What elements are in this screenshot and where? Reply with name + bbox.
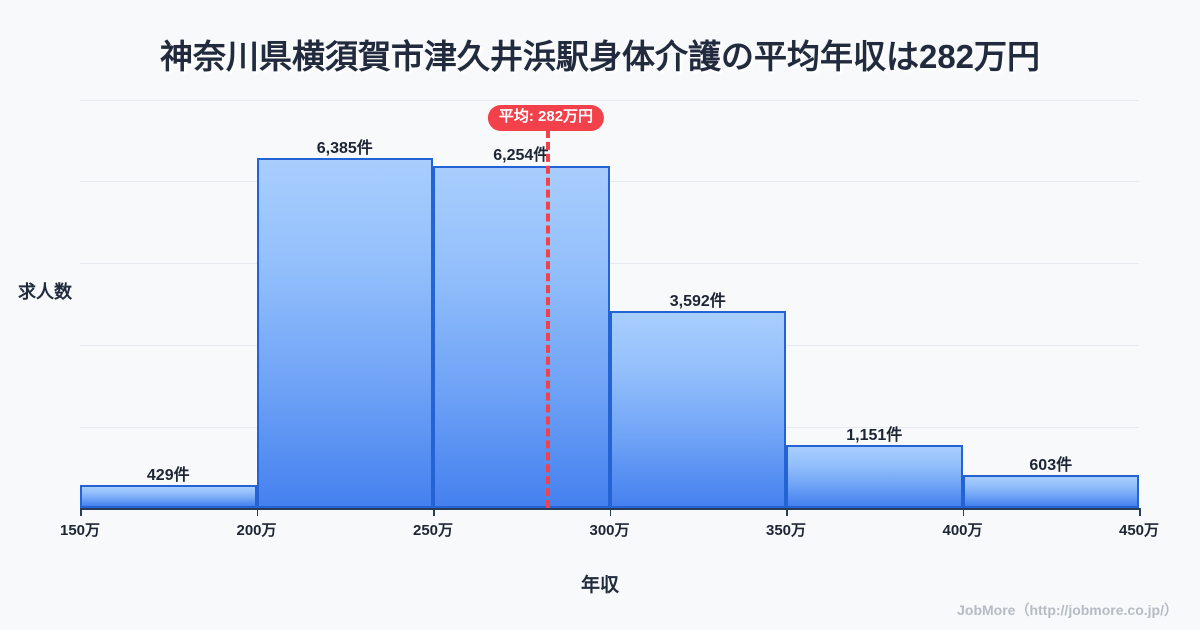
x-axis-tick-label: 300万 [589,522,630,539]
x-axis-tick [609,508,611,516]
watermark: JobMore（http://jobmore.co.jp/） [957,602,1178,618]
x-axis-tick-label: 200万 [236,522,277,539]
x-axis-tick [433,508,435,516]
bar[interactable] [256,158,433,508]
average-marker-badge: 平均: 282万円 [487,105,605,131]
x-axis-tick-label: 250万 [412,522,454,539]
x-axis-tick-label: 350万 [765,522,807,539]
bar-value-label: 3,592件 [669,293,726,311]
gridline [80,100,1139,101]
bar-value-label: 429件 [146,466,190,484]
plot-area: 429件 6,385件 6,254件 3,592件 1,151件 603件 [80,100,1139,508]
bar-value-label: 6,385件 [316,140,373,158]
x-axis-tick [1139,508,1141,516]
bar[interactable] [80,484,257,508]
x-axis-tick [256,508,258,516]
x-axis-title: 年収 [580,575,619,596]
x-axis-tick [962,508,964,516]
gridline [80,263,1139,264]
x-axis-tick-label: 150万 [59,522,101,539]
x-axis-tick [786,508,788,516]
gridline [80,181,1139,182]
average-marker-line [545,130,550,508]
bar[interactable] [609,311,786,508]
x-axis-tick-label: 450万 [1118,522,1160,539]
x-axis-tick-label: 400万 [942,522,983,539]
bar-value-label: 603件 [1029,456,1073,474]
y-axis-title: 求人数 [18,282,72,302]
bar[interactable] [433,165,610,508]
bar[interactable] [786,444,963,508]
bar-value-label: 1,151件 [846,426,903,444]
bar[interactable] [962,474,1139,508]
bar-value-label: 6,254件 [493,147,550,165]
page-title: 神奈川県横須賀市津久井浜駅身体介護の平均年収は282万円 [159,38,1041,75]
x-axis-tick [80,508,82,516]
